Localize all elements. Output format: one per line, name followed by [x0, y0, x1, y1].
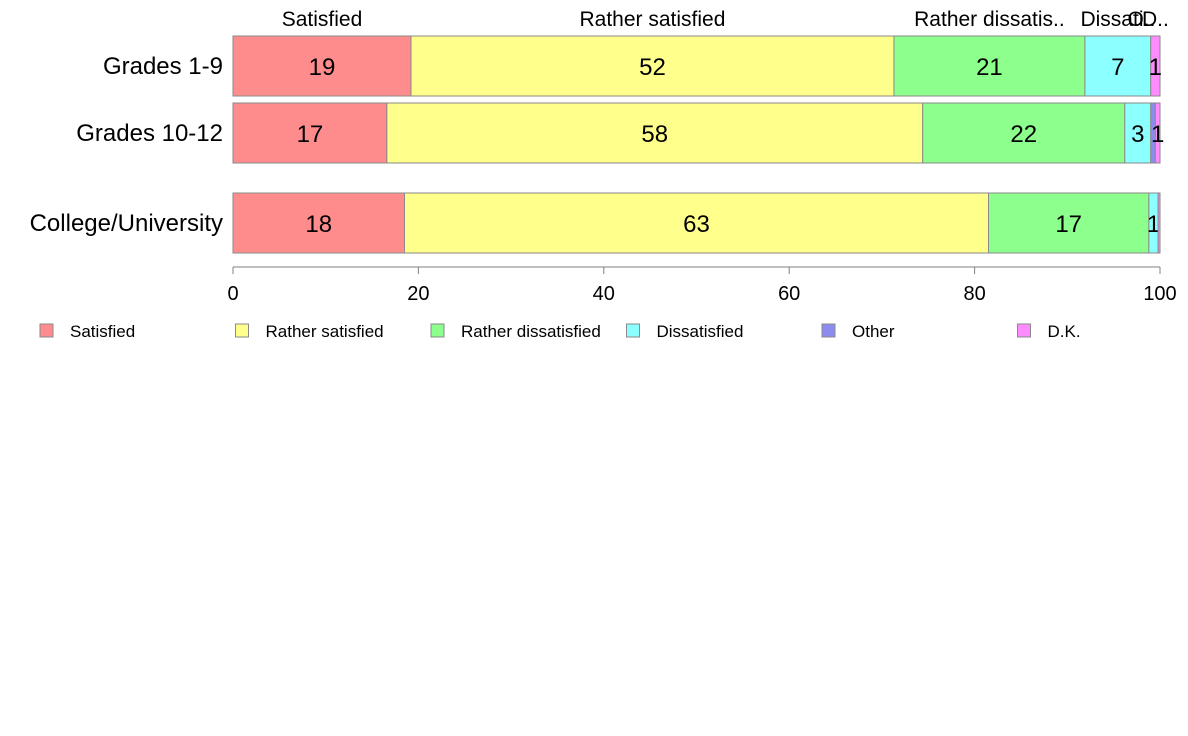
- x-tick-label: 0: [227, 283, 238, 305]
- bar-segment: [232, 35, 412, 97]
- legend-label: Satisfied: [70, 322, 135, 341]
- data-label: 3: [1131, 121, 1144, 148]
- bar-segment: [893, 35, 1086, 97]
- legend-label: D.K.: [1048, 322, 1081, 341]
- x-axis: 0 20 40 60 80 100: [227, 266, 1177, 305]
- category-label: Grades 1-9: [103, 53, 223, 80]
- bar-segment: [922, 102, 1126, 164]
- x-tick-label: 40: [593, 283, 615, 305]
- legend-swatch: [1017, 323, 1031, 338]
- x-tick-label: 20: [407, 283, 429, 305]
- x-tick-label: 80: [963, 283, 985, 305]
- legend-label: Dissatisfied: [657, 322, 744, 341]
- data-label: 1: [1147, 211, 1160, 238]
- data-label: 63: [683, 211, 710, 238]
- top-series-labels: Satisfied Rather satisfied Rather dissatis…: [282, 8, 1169, 31]
- series-top-label: Satisfied: [282, 8, 363, 31]
- legend-swatch: [235, 323, 249, 338]
- data-label: 52: [639, 54, 666, 81]
- data-label: 18: [305, 211, 332, 238]
- legend-label: Rather satisfied: [266, 322, 384, 341]
- legend-swatch: [39, 323, 54, 338]
- legend-swatch: [821, 323, 836, 338]
- bar-segment: [1157, 192, 1161, 254]
- bar-segment: [1150, 35, 1161, 97]
- bar-segment: [232, 102, 388, 164]
- data-label: 19: [309, 54, 336, 81]
- data-label: 7: [1111, 54, 1124, 81]
- data-label: 17: [1055, 211, 1082, 238]
- bar-segment: [1154, 102, 1161, 164]
- legend-label: Rather dissatisfied: [461, 322, 601, 341]
- category-labels: Grades 1-9 Grades 10-12 College/University: [30, 53, 223, 237]
- series-top-label: O..: [1127, 8, 1155, 31]
- x-tick-label: 100: [1143, 283, 1176, 305]
- data-label: 1: [1151, 121, 1164, 148]
- data-label: 17: [297, 121, 324, 148]
- bar-segment: [1084, 35, 1152, 97]
- category-label: Grades 10-12: [76, 120, 223, 147]
- bar-segment: [988, 192, 1150, 254]
- legend-swatch: [626, 323, 640, 338]
- bar-segment: [386, 102, 924, 164]
- series-top-label: Dissati..: [1080, 8, 1155, 31]
- x-tick-label: 60: [778, 283, 800, 305]
- data-label: 58: [641, 121, 668, 148]
- bar-segment: [232, 192, 405, 254]
- category-label: College/University: [30, 210, 223, 237]
- bar-segment: [403, 192, 990, 254]
- data-label: 21: [976, 54, 1003, 81]
- legend-label: Other: [852, 322, 895, 341]
- series-top-label: Rather dissatis..: [914, 8, 1065, 31]
- series-top-label: Rather satisfied: [580, 8, 726, 31]
- legend-swatch: [430, 323, 445, 338]
- legend: Satisfied Rather satisfied Rather dissatis…: [39, 322, 1081, 341]
- data-label: 22: [1010, 121, 1037, 148]
- data-label: 1: [1149, 54, 1162, 81]
- series-top-label: D..: [1142, 8, 1169, 31]
- bars: 19 52 21 7 117 58 22 3 118 63 17 1: [232, 35, 1164, 254]
